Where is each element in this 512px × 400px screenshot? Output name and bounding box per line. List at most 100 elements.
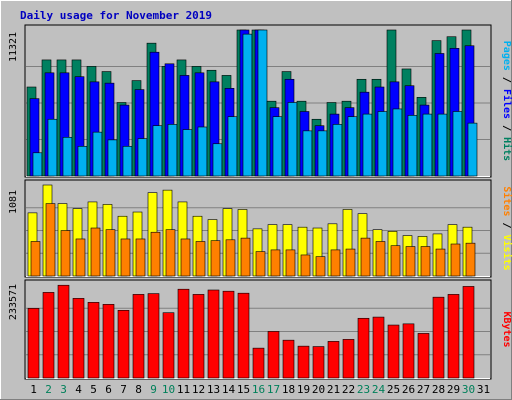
day-label-10: 10 [162,383,175,396]
bar-sites-day-4 [75,238,86,277]
bar-sites-day-6 [105,229,116,277]
day-label-6: 6 [105,383,112,396]
bar-sites-day-11 [180,238,191,277]
bar-pages-day-28 [437,113,448,177]
bar-pages-day-30 [467,122,478,177]
day-label-13: 13 [207,383,220,396]
day-label-29: 29 [447,383,460,396]
chart-title: Daily usage for November 2019 [20,9,212,22]
day-label-8: 8 [135,383,142,396]
day-label-27: 27 [417,383,430,396]
bar-sites-day-26 [405,246,416,277]
bar-kbytes-day-26 [402,323,415,379]
day-label-18: 18 [282,383,295,396]
day-label-24: 24 [372,383,386,396]
bar-pages-day-12 [197,126,208,177]
bar-kbytes-day-27 [417,333,430,379]
bar-kbytes-day-18 [282,339,295,379]
bar-kbytes-day-29 [447,294,460,379]
bar-pages-day-15 [242,33,253,177]
visits-panel: 1081 Sites / Visits [8,179,512,278]
bar-kbytes-day-14 [222,290,235,379]
day-label-31: 31 [477,383,490,396]
bar-kbytes-day-30 [462,286,475,379]
day-label-1: 1 [30,383,37,396]
legend-entry: Visits [501,235,512,271]
legend: Sites / Visits [501,186,512,270]
legend-entry: / [501,71,512,89]
bar-sites-day-29 [450,243,461,277]
bar-kbytes-day-10 [162,312,175,379]
legend: Pages / Files / Hits [501,41,512,161]
bar-pages-day-9 [152,125,163,177]
bar-sites-day-1 [30,241,41,277]
bar-sites-day-21 [330,249,341,277]
day-label-17: 17 [267,383,280,396]
bar-pages-day-27 [422,113,433,177]
bar-sites-day-22 [345,248,356,277]
bar-sites-day-25 [390,245,401,277]
bar-pages-day-14 [227,116,238,177]
bar-kbytes-day-4 [72,298,85,379]
day-label-19: 19 [297,383,310,396]
day-label-4: 4 [75,383,82,396]
day-label-26: 26 [402,383,415,396]
bar-kbytes-day-6 [102,304,115,379]
bar-pages-day-11 [182,129,193,177]
bar-pages-day-29 [452,111,463,177]
bar-kbytes-day-24 [372,316,385,379]
legend-entry: KBytes [501,311,512,347]
bar-sites-day-3 [60,230,71,277]
legend-entry: Sites [501,186,512,216]
bar-kbytes-day-17 [267,331,280,379]
legend-entry: Pages [501,41,512,71]
bar-kbytes-day-9 [147,293,160,379]
day-label-22: 22 [342,383,355,396]
day-label-14: 14 [222,383,236,396]
day-label-2: 2 [45,383,52,396]
legend-entry: Hits [501,137,512,161]
y-max-label: 11321 [8,32,19,62]
bar-kbytes-day-7 [117,310,130,379]
bar-kbytes-day-21 [327,341,340,379]
legend-entry: / [501,216,512,234]
bar-sites-day-2 [45,203,56,277]
bar-sites-day-23 [360,237,371,277]
bar-sites-day-9 [150,231,161,277]
bar-sites-day-13 [210,240,221,277]
bar-sites-day-19 [300,254,311,277]
bar-pages-day-25 [392,108,403,177]
bar-kbytes-day-1 [27,308,40,379]
bar-pages-day-1 [32,152,43,177]
bar-kbytes-day-5 [87,302,100,379]
bar-sites-day-28 [435,248,446,277]
bar-sites-day-24 [375,241,386,277]
bar-pages-day-6 [107,139,118,177]
bar-pages-day-5 [92,131,103,177]
bar-pages-day-10 [167,124,178,177]
bar-sites-day-8 [135,238,146,277]
bar-kbytes-day-19 [297,345,310,379]
bar-kbytes-day-22 [342,339,355,379]
day-label-11: 11 [177,383,190,396]
bar-kbytes-day-12 [192,294,205,379]
bar-pages-day-18 [287,102,298,177]
bar-sites-day-18 [285,249,296,277]
bar-pages-day-16 [257,29,268,177]
hits-panel: 11321 Pages / Files / Hits [8,24,512,178]
bar-pages-day-21 [332,124,343,177]
day-label-28: 28 [432,383,445,396]
bar-kbytes-day-2 [42,292,55,379]
bar-sites-day-7 [120,238,131,277]
bar-pages-day-23 [362,113,373,177]
bar-pages-day-24 [377,111,388,177]
legend: KBytes [501,311,512,347]
bar-pages-day-20 [317,130,328,177]
day-label-15: 15 [237,383,250,396]
bar-sites-day-20 [315,256,326,277]
bar-pages-day-26 [407,115,418,177]
bar-pages-day-13 [212,143,223,177]
day-label-3: 3 [60,383,67,396]
bar-pages-day-7 [122,146,133,177]
